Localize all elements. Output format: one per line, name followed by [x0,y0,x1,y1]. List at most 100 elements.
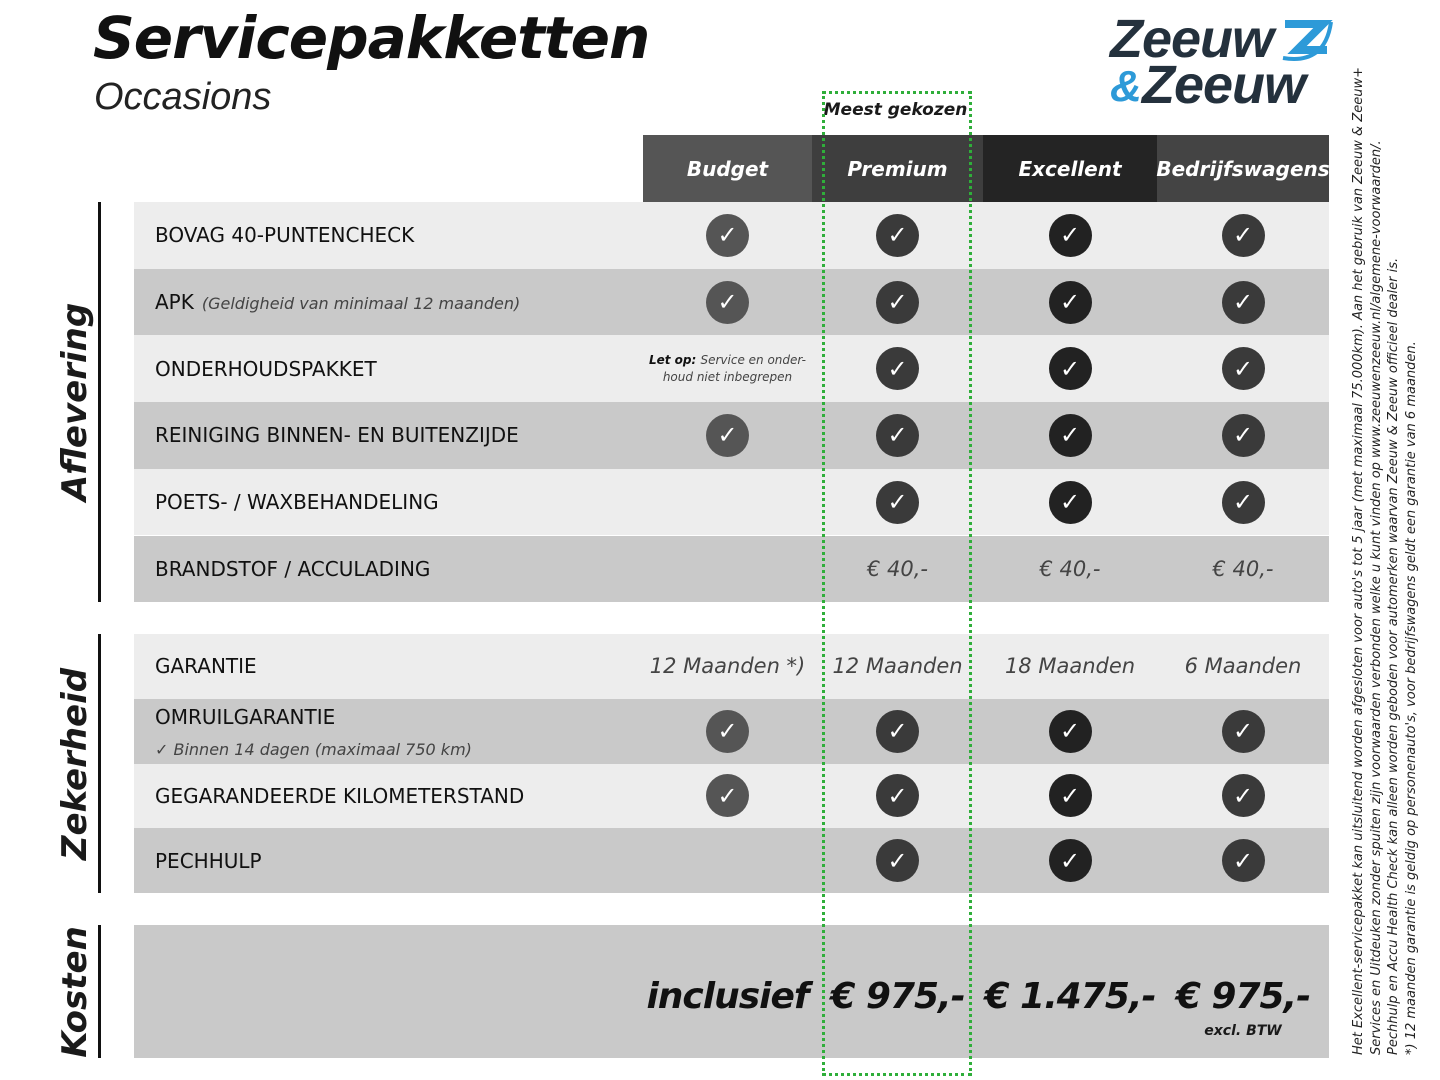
row-label-text: BOVAG 40-PUNTENCHECK [155,223,415,248]
check-icon: ✓ [1221,280,1265,324]
price-cell: inclusief [643,935,812,1058]
row-label-text: GARANTIE [155,654,257,679]
table-row: PECHHULP ✓ ✓ ✓ [134,828,1329,893]
column-header-excellent: Excellent [983,135,1157,202]
row-label: BRANDSTOF / ACCULADING [155,557,430,581]
table-cell: ✓ [983,828,1157,893]
row-subnote: ✓ Binnen 14 dagen (maximaal 750 km) [155,739,472,759]
table-cell: ✓ [643,699,812,764]
logo-text-1: Zeeuw [1110,9,1274,69]
footnote: *) 12 maanden garantie is geldig op pers… [1403,341,1419,1055]
table-cell: ✓ [1157,699,1329,764]
row-label: OMRUILGARANTIE [155,705,335,729]
table-cell: ✓ [1157,402,1329,469]
row-label: GARANTIE [155,654,257,678]
price-row: inclusief € 975,- € 1.475,- € 975,- excl. BT… [134,925,1329,1058]
table-cell: ✓ [983,469,1157,536]
table-cell [643,469,812,536]
row-label-text: ONDERHOUDSPAKKET [155,356,377,381]
check-icon: ✓ [1221,480,1265,524]
check-icon: ✓ [876,480,919,524]
footnotes: Het Excellent-servicepakket kan uitsluit… [1350,67,1420,1055]
table-cell: 6 Maanden [1157,634,1329,699]
table-row: BRANDSTOF / ACCULADING € 40,- € 40,- € 40,- [134,535,1329,603]
table-row: BOVAG 40-PUNTENCHECK ✓ ✓ ✓ ✓ [134,202,1329,269]
check-icon: ✓ [876,347,919,391]
logo-text-2: Zeeuw [1142,55,1306,115]
footnote: Pechhulp en Accu Health Check kan alleen… [1386,257,1401,1055]
table-cell: ✓ [812,828,983,893]
table-cell: ✓ [812,402,983,469]
price-value: € 1.475,- [984,976,1156,1017]
table-cell: ✓ [812,202,983,269]
most-chosen-label: Meest gekozen [823,100,968,120]
table-row: GEGARANDEERDE KILOMETERSTAND ✓ ✓ ✓ ✓ [134,763,1329,829]
row-label: BOVAG 40-PUNTENCHECK [155,223,414,247]
table-cell: ✓ [812,764,983,829]
table-cell [643,536,812,603]
price-cell: € 975,- excl. BTW [1157,935,1329,1058]
row-label-text: APK [155,290,194,315]
table-row: APK (Geldigheid van minimaal 12 maanden) ✓… [134,268,1329,336]
table-cell: ✓ [1157,828,1329,893]
row-label: GEGARANDEERDE KILOMETERSTAND [155,784,524,808]
table-cell: 18 Maanden [983,634,1157,699]
cell-value: € 40,- [1212,556,1274,581]
section-label: Zekerheid [45,634,105,893]
row-label: PECHHULP [155,849,262,873]
check-icon: ✓ [876,280,919,324]
table-cell: ✓ [812,699,983,764]
zeeuw-logo: Zeeuw & Zeeuw [1110,8,1335,113]
check-icon: ✓ [706,413,749,457]
table-cell: ✓ [983,764,1157,829]
check-icon: ✓ [1221,213,1265,257]
table-cell: ✓ [643,764,812,829]
table-cell: ✓ [1157,335,1329,402]
section-divider [98,925,101,1058]
table-cell: ✓ [983,269,1157,336]
table-cell: ✓ [812,269,983,336]
table-row: ONDERHOUDSPAKKET Let op: Service en onder… [134,335,1329,403]
page-title: Servicepakketten [93,4,650,72]
check-icon: ✓ [706,774,749,818]
price-value: inclusief [646,976,809,1017]
row-label-text: REINIGING BINNEN- EN BUITENZIJDE [155,423,519,448]
check-icon: ✓ [1221,839,1265,883]
section-label-text: Zekerheid [55,667,96,860]
check-icon: ✓ [876,709,919,753]
table-cell: € 40,- [812,536,983,603]
row-label: ONDERHOUDSPAKKET [155,357,377,381]
table-cell: ✓ [1157,202,1329,269]
check-icon: ✓ [1048,413,1092,457]
section-divider [98,202,101,603]
table-cell: ✓ [643,202,812,269]
note-text: houd niet inbegrepen [662,369,793,384]
column-header-bedrijfswagens: Bedrijfswagens [1156,135,1330,202]
price-value: € 975,- [830,976,965,1017]
price-value: € 975,- [1175,976,1311,1017]
table-cell: ✓ [983,202,1157,269]
table-row: POETS- / WAXBEHANDELING ✓ ✓ ✓ [134,468,1329,536]
cell-value: € 40,- [866,556,928,581]
check-icon: ✓ [1221,347,1265,391]
table-cell: 12 Maanden *) [643,634,812,699]
price-cell: € 1.475,- [983,935,1157,1058]
row-label-text: PECHHULP [155,848,262,873]
row-label: REINIGING BINNEN- EN BUITENZIJDE [155,423,519,447]
footnote: Het Excellent-servicepakket kan uitsluit… [1351,67,1366,1055]
column-header-premium: Premium [812,135,983,202]
check-icon: ✓ [1048,213,1092,257]
section-label: Kosten [45,925,105,1058]
table-cell: ✓ [1157,764,1329,829]
check-icon: ✓ [1048,709,1092,753]
table-cell: ✓ [812,469,983,536]
check-icon: ✓ [1221,709,1265,753]
table-cell: ✓ [983,402,1157,469]
section-label-text: Kosten [55,925,96,1058]
check-icon: ✓ [1048,480,1092,524]
page-subtitle: Occasions [94,76,272,118]
table-cell: ✓ [1157,269,1329,336]
logo-ampersand: & [1110,62,1142,111]
table-row: GARANTIE 12 Maanden *) 12 Maanden 18 Maande… [134,634,1329,699]
section-label: Aflevering [45,202,105,602]
